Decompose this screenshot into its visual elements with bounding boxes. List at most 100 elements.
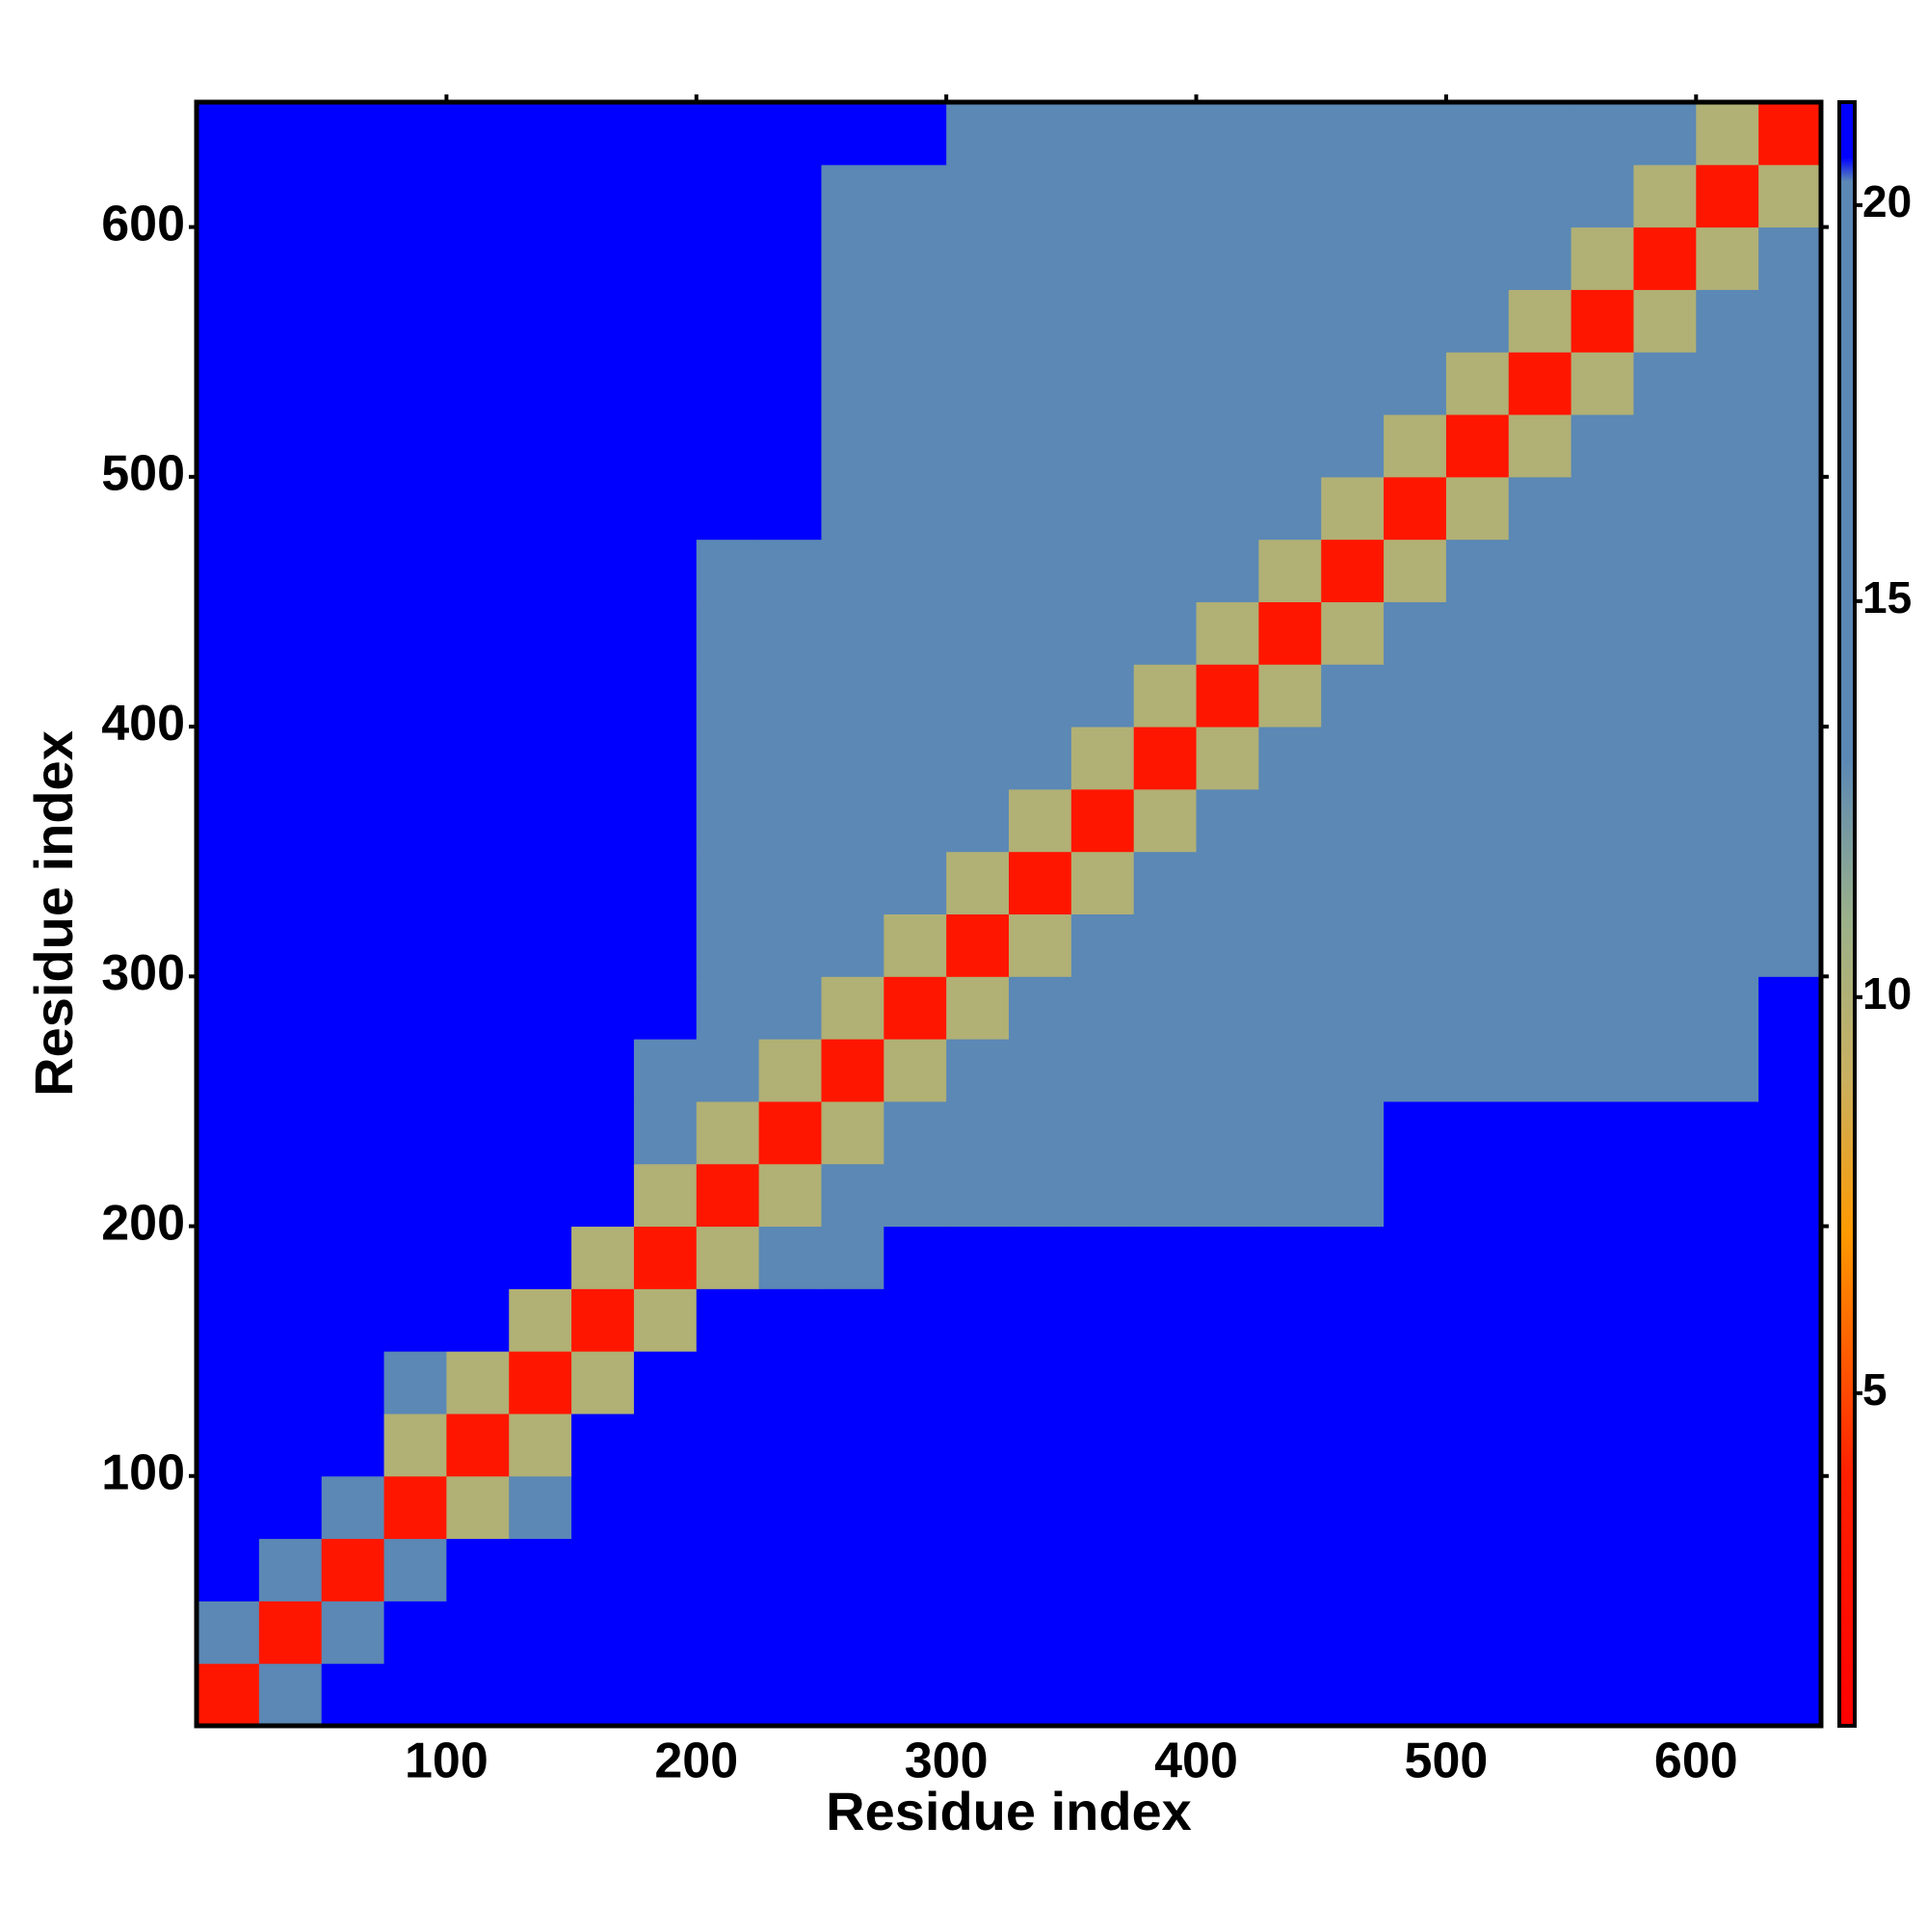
heatmap-cell — [1571, 226, 1634, 290]
heatmap-cell — [1633, 476, 1697, 541]
heatmap-cell — [884, 913, 947, 977]
heatmap-cell — [1258, 1538, 1322, 1601]
heatmap-cell — [1445, 1100, 1510, 1165]
colorbar-tick-label: 15 — [1862, 572, 1912, 622]
heatmap-cell — [1445, 352, 1510, 415]
heatmap-cell — [1258, 976, 1322, 1040]
heatmap-cell — [1321, 601, 1385, 665]
heatmap-cell — [1070, 601, 1135, 665]
heatmap-cell — [946, 1413, 1010, 1477]
heatmap-cell — [446, 913, 510, 977]
heatmap-cell — [696, 164, 760, 228]
heatmap-cell — [946, 1663, 1010, 1727]
plot-frame — [194, 99, 1824, 1729]
heatmap-cell — [446, 226, 510, 290]
heatmap-cell — [1196, 1475, 1259, 1540]
heatmap-cell — [1258, 1039, 1322, 1102]
heatmap-cell — [321, 289, 385, 353]
heatmap-cell — [633, 1351, 698, 1415]
heatmap-cell — [1009, 1226, 1072, 1289]
heatmap-cell — [1571, 727, 1634, 790]
heatmap-cell — [1758, 913, 1822, 977]
heatmap-cell — [1009, 1663, 1072, 1727]
heatmap-cell — [446, 1100, 510, 1165]
heatmap-cell — [821, 476, 884, 541]
heatmap-cell — [1070, 1475, 1135, 1540]
heatmap-cell — [946, 851, 1010, 914]
heatmap-cell — [1133, 1475, 1198, 1540]
heatmap-cell — [509, 1100, 572, 1165]
heatmap-cell — [1258, 788, 1322, 853]
heatmap-cell — [696, 1288, 760, 1352]
heatmap-cell — [1196, 1288, 1259, 1352]
heatmap-cell — [1321, 1288, 1385, 1352]
heatmap-cell — [1445, 976, 1510, 1040]
heatmap-cell — [1571, 1100, 1634, 1165]
heatmap-cell — [1258, 1351, 1322, 1415]
heatmap-cell — [1758, 851, 1822, 914]
heatmap-cell — [509, 1351, 572, 1415]
heatmap-cell — [1758, 976, 1822, 1040]
heatmap-cell — [821, 1601, 884, 1664]
heatmap-cell — [258, 601, 323, 665]
heatmap-cell — [758, 289, 822, 353]
heatmap-cell — [1258, 1226, 1322, 1289]
heatmap-cell — [1633, 1351, 1697, 1415]
heatmap-cell — [571, 1475, 635, 1540]
heatmap-cell — [946, 1288, 1010, 1352]
heatmap-cell — [696, 1538, 760, 1601]
heatmap-cell — [1696, 788, 1759, 853]
heatmap-cell — [258, 164, 323, 228]
heatmap-cell — [1445, 539, 1510, 602]
heatmap-cell — [696, 1226, 760, 1289]
heatmap-cell — [197, 476, 260, 541]
heatmap-cell — [258, 1163, 323, 1228]
heatmap-cell — [509, 226, 572, 290]
y-axis-title: Residue index — [23, 730, 84, 1097]
heatmap-cell — [1571, 1288, 1634, 1352]
heatmap-cell — [258, 539, 323, 602]
heatmap-cell — [1009, 727, 1072, 790]
heatmap-cell — [1445, 226, 1510, 290]
heatmap-cell — [1384, 788, 1447, 853]
heatmap-cell — [758, 1475, 822, 1540]
heatmap-cell — [509, 851, 572, 914]
heatmap-cell — [1633, 352, 1697, 415]
heatmap-cell — [1258, 1288, 1322, 1352]
heatmap-cell — [1508, 1601, 1572, 1664]
heatmap-cell — [1196, 1413, 1259, 1477]
heatmap-cell — [758, 164, 822, 228]
heatmap-cell — [1196, 226, 1259, 290]
heatmap-cell — [633, 226, 698, 290]
heatmap-cell — [197, 1351, 260, 1415]
heatmap-cell — [1196, 851, 1259, 914]
heatmap-cell — [1070, 476, 1135, 541]
heatmap-cell — [1384, 226, 1447, 290]
heatmap-cell — [633, 1288, 698, 1352]
heatmap-cell — [1384, 1163, 1447, 1228]
heatmap-cell — [1133, 1288, 1198, 1352]
heatmap-cell — [758, 913, 822, 977]
heatmap-cell — [446, 601, 510, 665]
heatmap-cell — [1196, 352, 1259, 415]
heatmap-cell — [1758, 601, 1822, 665]
heatmap-cell — [383, 1039, 447, 1102]
heatmap-cell — [1133, 539, 1198, 602]
heatmap-cell — [821, 1100, 884, 1165]
heatmap-cell — [1445, 414, 1510, 478]
heatmap-cell — [1696, 851, 1759, 914]
heatmap-cell — [1258, 1601, 1322, 1664]
heatmap-cell — [383, 976, 447, 1040]
heatmap-cell — [383, 476, 447, 541]
heatmap-cell — [1009, 1538, 1072, 1601]
heatmap-cell — [696, 913, 760, 977]
heatmap-cell — [633, 1413, 698, 1477]
heatmap-cell — [884, 851, 947, 914]
heatmap-cell — [571, 851, 635, 914]
heatmap-cell — [321, 102, 385, 166]
heatmap-cell — [633, 476, 698, 541]
heatmap-cell — [321, 476, 385, 541]
heatmap-cell — [1696, 1100, 1759, 1165]
heatmap-cell — [258, 1413, 323, 1477]
